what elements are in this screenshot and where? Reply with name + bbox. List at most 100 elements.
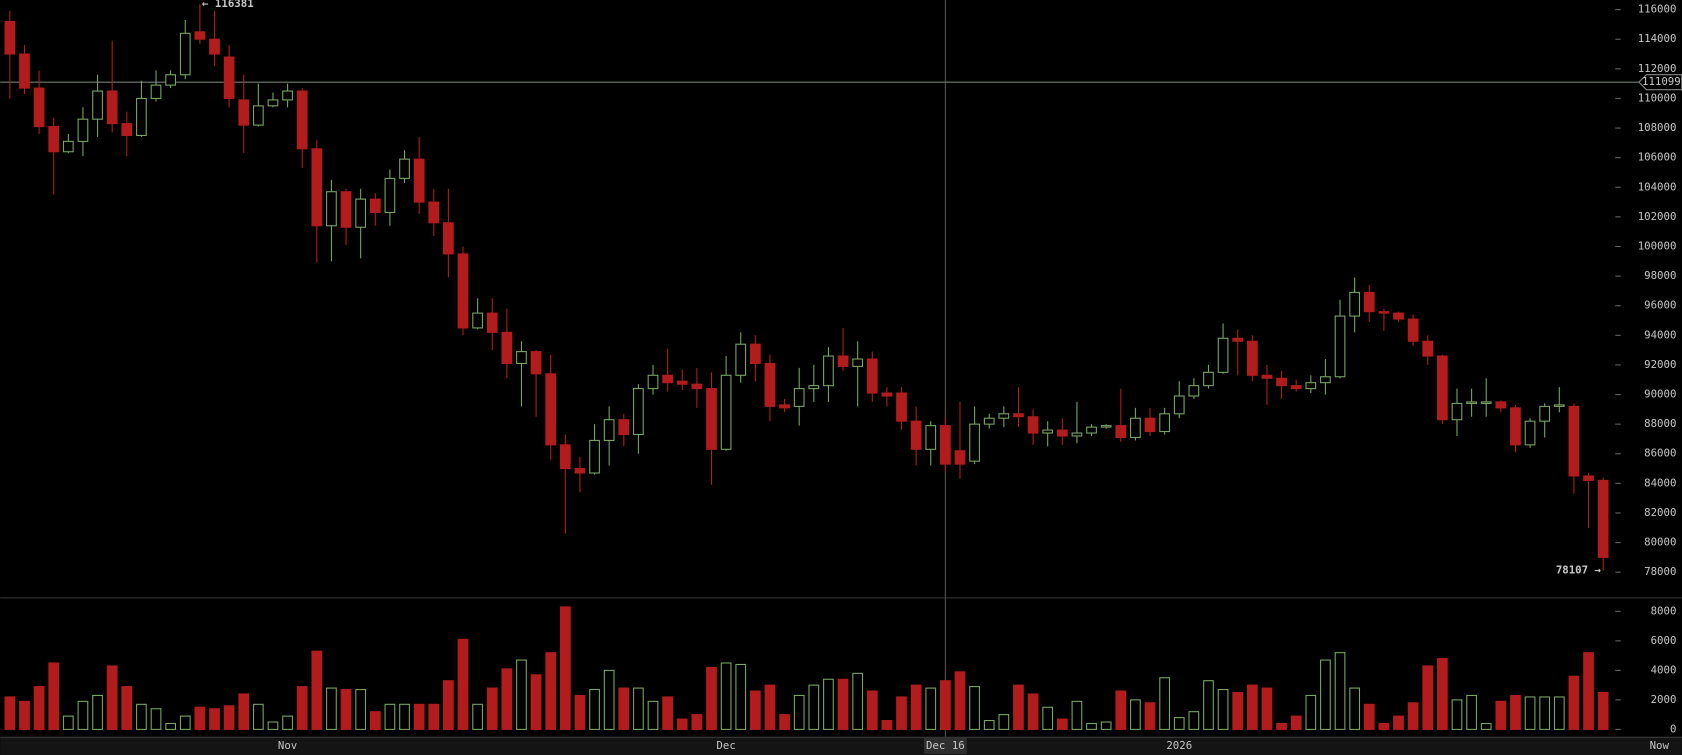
volume-bar	[1071, 700, 1083, 730]
volume-bar	[1086, 722, 1097, 730]
volume-bar	[735, 663, 747, 730]
candle-body	[676, 380, 688, 385]
candle-body	[793, 388, 805, 407]
volume-bar	[1480, 722, 1492, 730]
y-tick-label: 78000	[1644, 565, 1676, 578]
candle-body	[910, 420, 922, 450]
volume-bar	[896, 696, 907, 730]
volume-bar	[223, 705, 235, 730]
volume-bar	[1539, 696, 1551, 730]
volume-tick-label: 0	[1670, 722, 1676, 735]
candle-body	[1100, 425, 1112, 428]
candle-body	[1115, 425, 1127, 439]
volume-bar	[1130, 699, 1141, 730]
candle-body	[19, 53, 30, 89]
volume-bar	[252, 703, 264, 730]
candle-body	[1056, 429, 1068, 437]
volume-bar	[516, 659, 527, 730]
x-end-label: Now	[1650, 739, 1670, 752]
candle-body	[413, 158, 425, 203]
volume-bar	[720, 662, 732, 730]
candle-body	[1597, 479, 1609, 558]
volume-bar	[749, 690, 761, 730]
candle-body	[1451, 402, 1463, 421]
volume-bar	[866, 690, 878, 730]
volume-bar	[1232, 691, 1244, 730]
candle-body	[1173, 395, 1185, 415]
candle-body	[735, 343, 747, 376]
volume-bar	[1524, 696, 1536, 730]
y-tick-label: 94000	[1644, 328, 1676, 341]
candle-body	[516, 351, 527, 364]
y-tick-label: 86000	[1644, 447, 1676, 460]
candle-body	[720, 374, 732, 450]
candle-body	[1232, 337, 1244, 342]
candle-body	[633, 388, 644, 436]
low-label: 78107 →	[1556, 564, 1602, 577]
candle-body	[355, 198, 367, 228]
y-tick-label: 112000	[1638, 62, 1677, 75]
volume-bar	[779, 714, 790, 730]
candle-body	[1334, 315, 1346, 378]
candle-body	[311, 148, 323, 227]
volume-bar	[340, 689, 352, 730]
candle-body	[866, 358, 878, 394]
y-tick-label: 98000	[1644, 269, 1676, 282]
volume-bar	[969, 686, 980, 730]
candle-body	[340, 191, 352, 228]
candle-body	[940, 425, 951, 465]
candle-body	[443, 222, 454, 255]
volume-bar	[1510, 694, 1521, 730]
volume-bar	[1393, 715, 1404, 730]
volume-bar	[647, 700, 659, 730]
candle-body	[954, 450, 966, 465]
volume-bar	[940, 680, 951, 730]
candle-body	[1086, 426, 1097, 434]
candle-body	[194, 31, 206, 40]
x-tick-label: 2026	[1166, 739, 1192, 752]
candle-body	[1363, 291, 1375, 313]
candle-body	[399, 158, 410, 179]
volume-bar	[691, 714, 703, 730]
volume-bar	[589, 689, 600, 730]
volume-bar	[910, 684, 922, 730]
y-tick-label: 108000	[1638, 121, 1677, 134]
candle-body	[326, 191, 337, 227]
candle-body	[369, 198, 381, 213]
y-tick-label: 114000	[1638, 32, 1677, 45]
volume-bar	[62, 715, 74, 730]
candle-body	[998, 413, 1010, 419]
candle-body	[1378, 311, 1390, 314]
volume-bar	[1422, 665, 1434, 730]
candle-body	[1466, 401, 1477, 404]
y-tick-label: 84000	[1644, 476, 1676, 489]
candle-body	[1510, 407, 1521, 446]
volume-bar	[179, 715, 191, 730]
volume-bar	[1466, 694, 1477, 730]
candle-body	[1407, 318, 1419, 342]
volume-bar	[1305, 694, 1317, 730]
volume-bar	[1042, 706, 1054, 730]
volume-bar	[1203, 680, 1214, 730]
candle-body	[179, 32, 191, 76]
candle-body	[384, 177, 396, 213]
candle-body	[852, 358, 864, 367]
candle-body	[457, 253, 469, 329]
volume-bar	[136, 703, 147, 730]
volume-bar	[1290, 715, 1302, 730]
candle-body	[983, 417, 995, 425]
volume-bar	[1115, 690, 1127, 730]
candle-body	[165, 74, 177, 86]
candle-body	[77, 118, 89, 142]
volume-bar	[501, 668, 513, 730]
candle-body	[1495, 401, 1507, 409]
volume-bar	[706, 666, 717, 730]
volume-bar	[633, 687, 644, 730]
volume-bar	[1013, 684, 1024, 730]
volume-bar	[676, 718, 688, 730]
candle-body	[559, 444, 571, 470]
volume-bar	[296, 686, 308, 730]
volume-bar	[443, 680, 454, 730]
candle-body	[4, 20, 16, 55]
candle-body	[545, 373, 557, 446]
